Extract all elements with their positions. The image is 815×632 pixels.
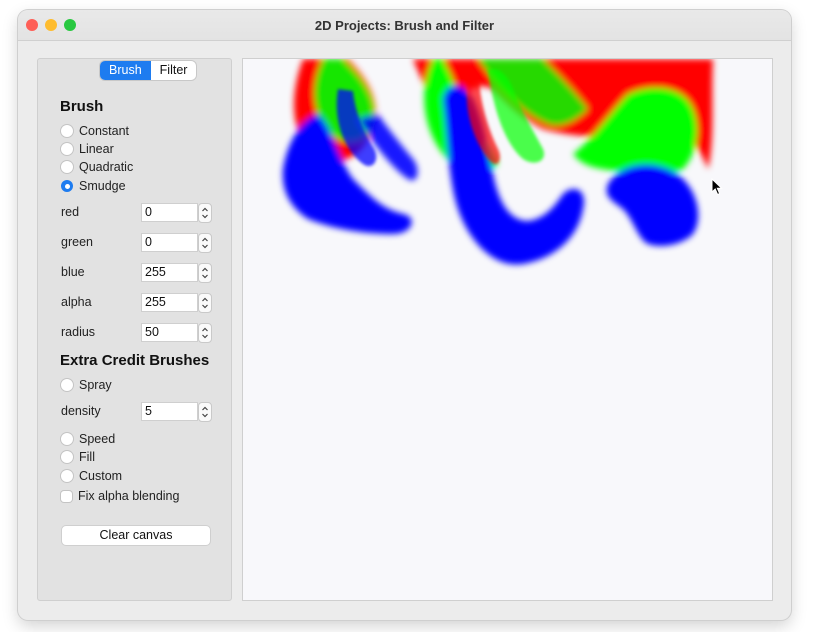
radio-label: Fill [79, 450, 95, 464]
stepper-arrows-icon [202, 297, 208, 309]
radio-label: Smudge [79, 179, 126, 193]
field-label: alpha [61, 295, 92, 309]
red-inner-streak [466, 79, 500, 165]
blue-input[interactable]: 255 [141, 263, 198, 282]
title-bar: 2D Projects: Brush and Filter [18, 10, 791, 41]
field-label: density [61, 404, 101, 418]
density-stepper[interactable] [198, 402, 212, 422]
extra-credit-heading: Extra Credit Brushes [60, 352, 210, 369]
paint-strokes [282, 59, 713, 265]
stepper-arrows-icon [202, 406, 208, 418]
radio-label: Speed [79, 432, 116, 446]
zoom-window-button[interactable] [64, 19, 76, 31]
tab-brush[interactable]: Brush [100, 61, 151, 80]
blue-blob-right [606, 164, 699, 246]
blue-drip [358, 114, 418, 181]
field-green: green 0 [61, 233, 231, 253]
window-title: 2D Projects: Brush and Filter [314, 18, 495, 33]
tab-filter[interactable]: Filter [150, 61, 197, 80]
clear-canvas-button[interactable]: Clear canvas [61, 525, 211, 546]
fix-alpha-checkbox[interactable] [61, 490, 72, 502]
blue-stroke-left [282, 114, 412, 234]
stepper-arrows-icon [202, 267, 208, 279]
radio-button[interactable] [61, 125, 73, 137]
radio-label: Constant [79, 124, 130, 138]
radio-button[interactable] [61, 470, 73, 482]
green-stepper[interactable] [198, 233, 212, 253]
radio-label: Custom [79, 469, 123, 483]
radio-label: Quadratic [79, 160, 134, 174]
close-window-button[interactable] [26, 19, 38, 31]
alpha-stepper[interactable] [198, 293, 212, 313]
green-inner-streak [488, 68, 545, 163]
radio-custom[interactable]: Custom [61, 467, 122, 485]
radio-button[interactable] [61, 161, 73, 173]
radio-label: Linear [79, 142, 114, 156]
green-input[interactable]: 0 [141, 233, 198, 252]
field-label: blue [61, 265, 85, 279]
field-label: radius [61, 325, 96, 339]
stepper-arrows-icon [202, 327, 208, 339]
brush-heading: Brush [60, 98, 104, 115]
stepper-arrows-icon [202, 207, 208, 219]
blue-inner-streak [336, 89, 377, 167]
radio-button[interactable] [61, 379, 73, 391]
field-blue: blue 255 [61, 263, 231, 283]
tab-bar: Brush Filter [100, 61, 197, 80]
controls-panel: Brush Filter Brush Constant Linear Quadr… [37, 58, 232, 601]
app-window: 2D Projects: Brush and Filter Brush Filt… [18, 10, 791, 620]
green-band-top [478, 59, 588, 126]
radio-constant[interactable]: Constant [61, 122, 129, 140]
minimize-window-button[interactable] [45, 19, 57, 31]
radio-button[interactable] [61, 433, 73, 445]
radio-speed[interactable]: Speed [61, 430, 115, 448]
field-label: red [61, 205, 80, 219]
radio-button[interactable] [61, 143, 73, 155]
drawing-canvas[interactable] [242, 58, 773, 601]
radio-linear[interactable]: Linear [61, 140, 114, 158]
mouse-cursor-icon [711, 178, 723, 196]
radio-label: Spray [79, 378, 112, 392]
density-input[interactable]: 5 [141, 402, 198, 421]
radio-button-selected[interactable] [61, 180, 73, 192]
field-label: green [61, 235, 93, 249]
blue-stepper[interactable] [198, 263, 212, 283]
field-red: red 0 [61, 203, 231, 223]
radio-smudge[interactable]: Smudge [61, 177, 126, 195]
alpha-input[interactable]: 255 [141, 293, 198, 312]
fix-alpha-checkbox-row[interactable]: Fix alpha blending [61, 487, 179, 505]
field-alpha: alpha 255 [61, 293, 231, 313]
radio-quadratic[interactable]: Quadratic [61, 158, 133, 176]
radio-button[interactable] [61, 451, 73, 463]
field-radius: radius 50 [61, 323, 231, 343]
red-input[interactable]: 0 [141, 203, 198, 222]
red-stepper[interactable] [198, 203, 212, 223]
green-blob-right [573, 87, 698, 175]
radius-input[interactable]: 50 [141, 323, 198, 342]
red-paint-area [298, 59, 713, 169]
stepper-arrows-icon [202, 237, 208, 249]
checkbox-label: Fix alpha blending [78, 489, 180, 503]
radius-stepper[interactable] [198, 323, 212, 343]
radio-spray[interactable]: Spray [61, 376, 112, 394]
field-density: density 5 [61, 402, 231, 422]
radio-fill[interactable]: Fill [61, 448, 95, 466]
